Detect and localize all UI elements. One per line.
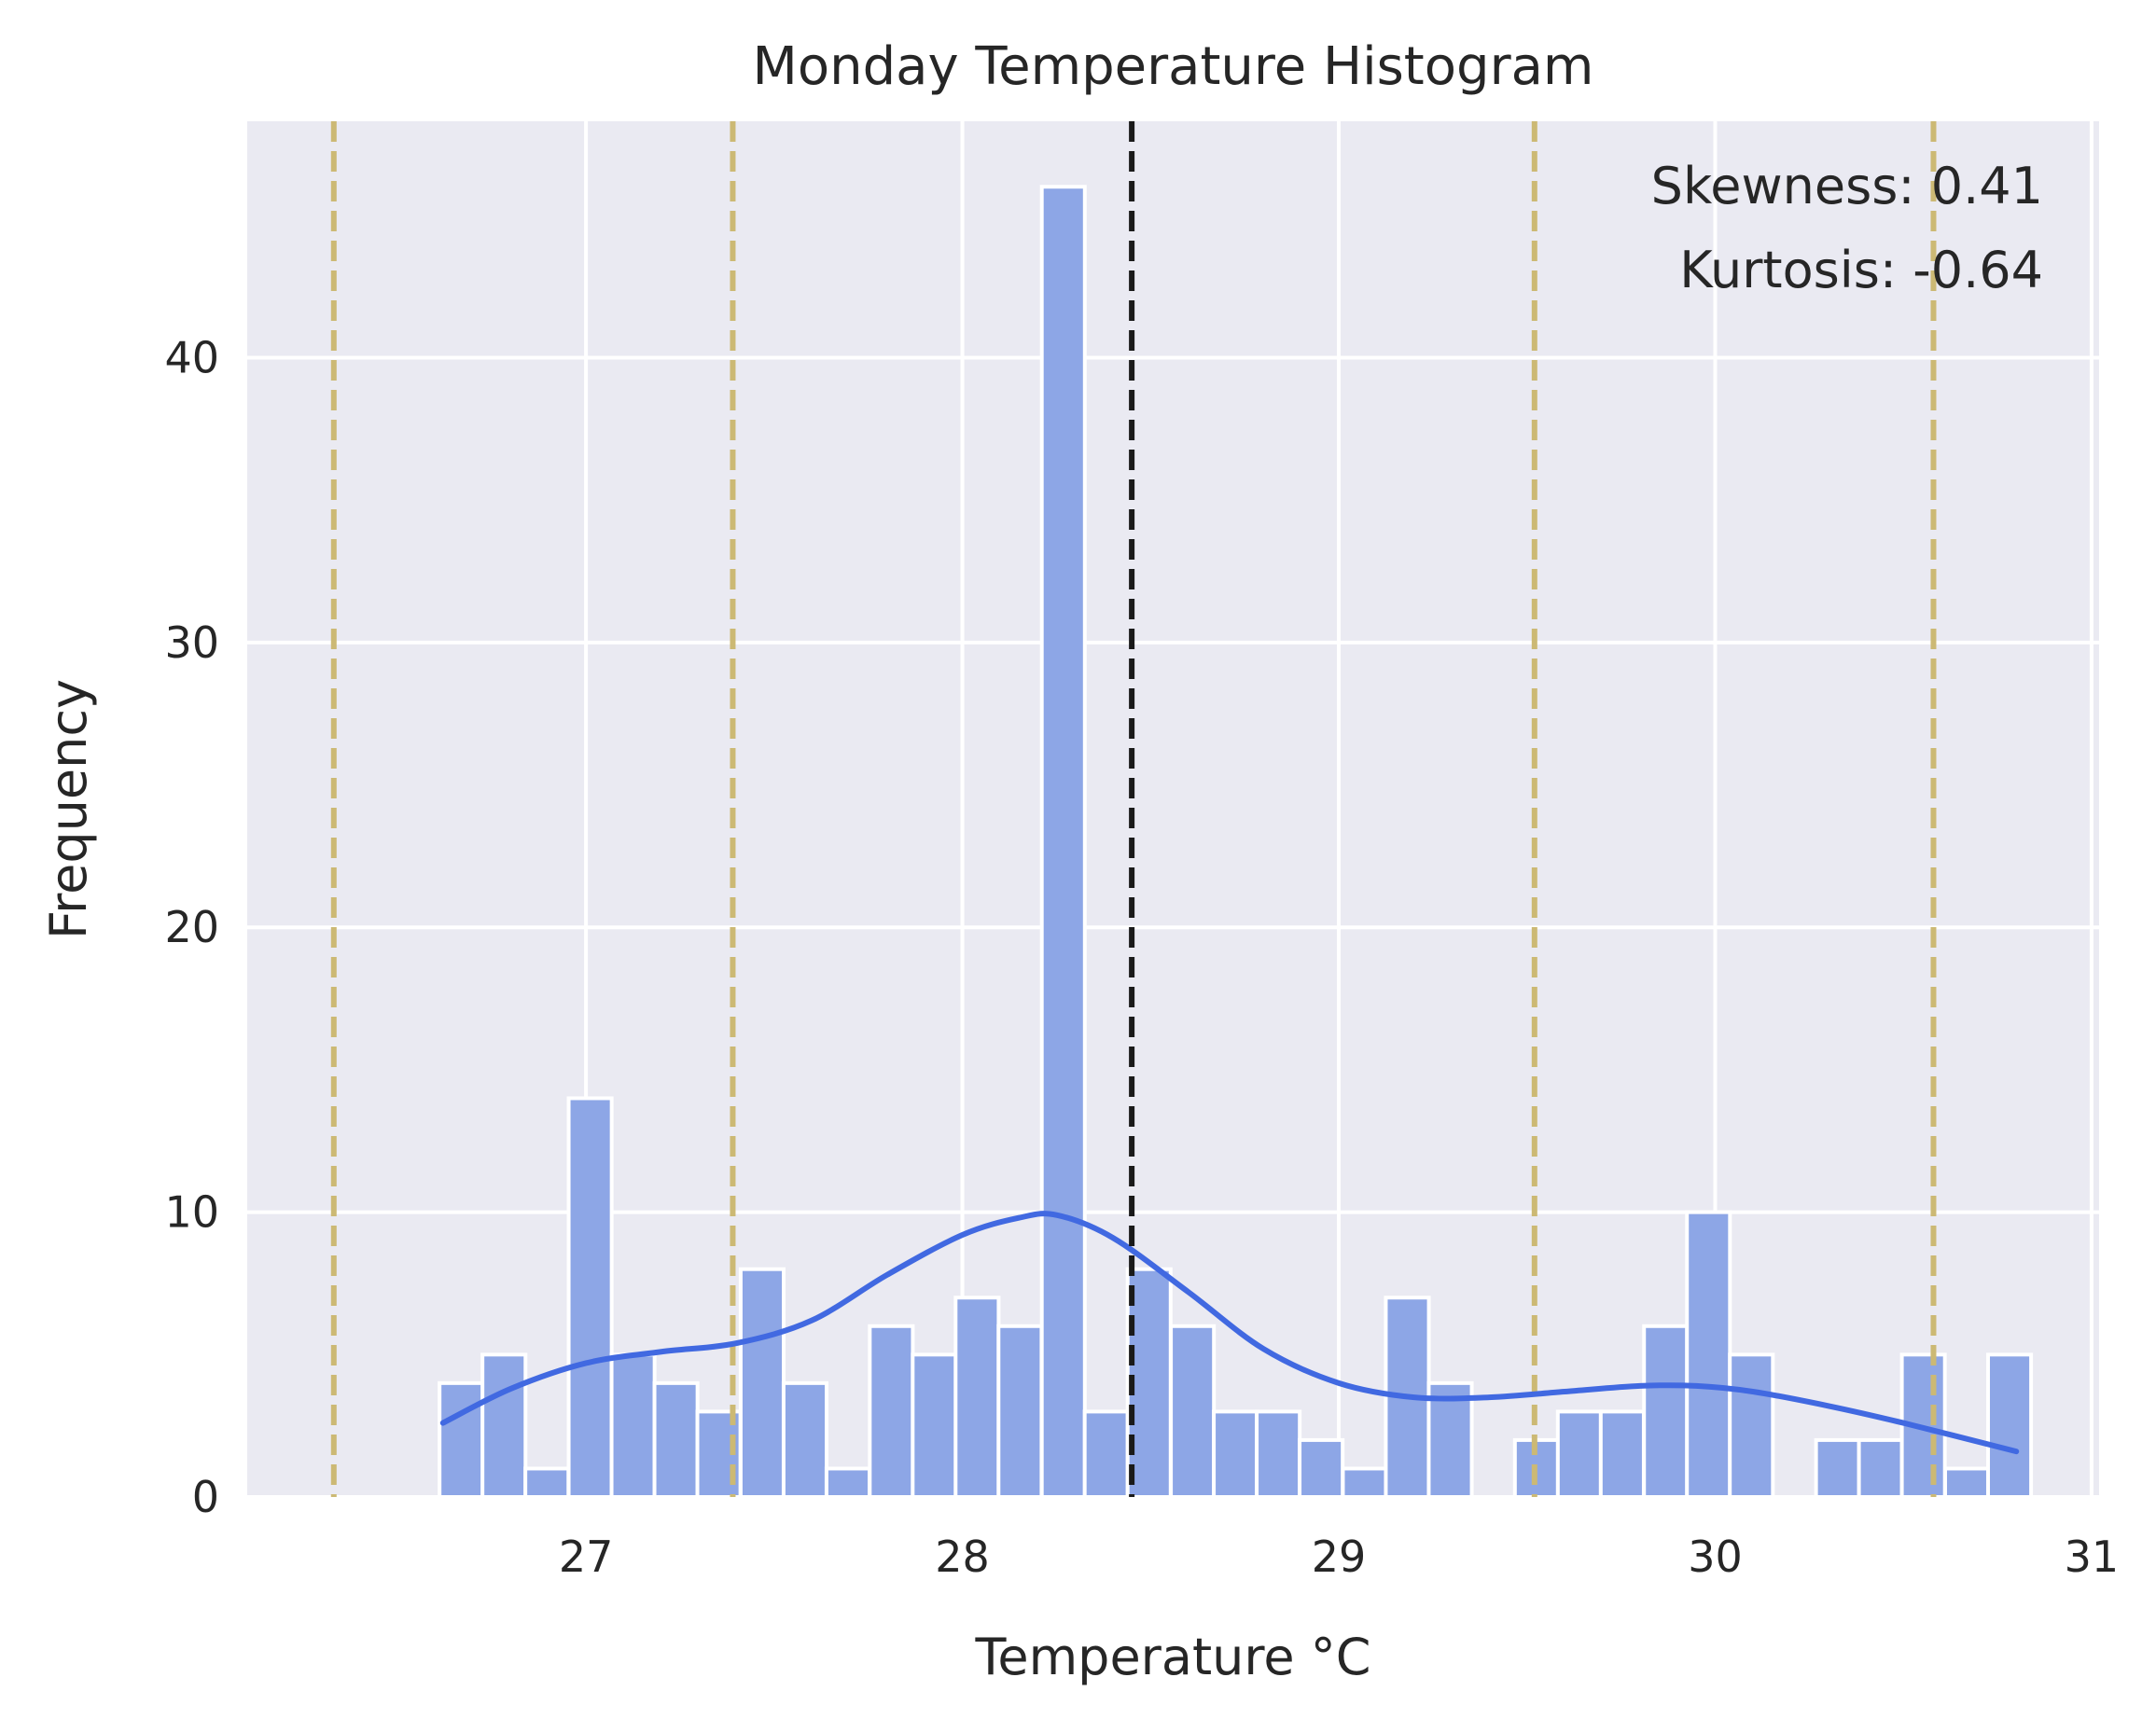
x-tick-label: 29 [1312,1532,1367,1582]
chart-title: Monday Temperature Histogram [753,36,1594,97]
x-tick-label: 31 [2065,1532,2120,1582]
histogram-bar [1082,1409,1130,1500]
y-tick-label: 30 [164,617,219,668]
histogram-bar [1298,1437,1345,1499]
histogram-bar [1985,1352,2034,1499]
histogram-bar [781,1380,829,1500]
histogram-bar [1642,1324,1690,1499]
tick-labels: 27 28 29 30 31 0 10 20 30 40 [164,332,2119,1582]
histogram-bar [1814,1437,1861,1499]
kde-curve [439,1211,2020,1455]
histogram-bar [438,1380,485,1500]
x-tick-label: 27 [559,1532,614,1582]
x-axis-title: Temperature °C [975,1628,1371,1686]
histogram-bar [480,1352,528,1499]
y-tick-label: 20 [164,902,219,952]
histogram-bar [652,1380,700,1500]
histogram-bar [523,1466,571,1499]
histogram-bar [1598,1409,1646,1500]
histogram-bar [824,1466,872,1499]
histogram-bar [953,1296,1001,1500]
y-tick-label: 10 [164,1187,219,1238]
histogram-bar [868,1324,915,1499]
histogram-bar [1125,1267,1173,1500]
kurtosis-annotation: Kurtosis: -0.64 [1679,241,2043,299]
histogram-bar [1255,1409,1302,1500]
x-tick-label: 28 [935,1532,990,1582]
skewness-annotation: Skewness: 0.41 [1651,157,2043,215]
histogram-bar [566,1096,614,1499]
histogram-bar [1899,1352,1947,1499]
histogram-bar [1685,1210,1732,1499]
histogram-bar [1426,1380,1474,1500]
histogram-bar [609,1352,657,1499]
histogram-bar [1039,185,1087,1500]
y-tick-label: 0 [192,1472,219,1522]
histogram-bar [1857,1437,1904,1499]
histogram-bars [438,185,2034,1500]
reference-lines [330,121,1937,1497]
histogram-bar [1341,1466,1388,1499]
histogram-bar [1169,1324,1217,1499]
histogram-bar [1212,1409,1259,1500]
plot-area [247,121,2099,1497]
histogram-bar [1942,1466,1991,1499]
y-tick-label: 40 [164,332,219,382]
histogram-bar [996,1324,1044,1499]
histogram-bar [1555,1409,1603,1500]
y-axis-title: Frequency [39,679,98,939]
x-tick-label: 30 [1688,1532,1743,1582]
histogram-bar [738,1267,786,1500]
histogram-bar [1728,1352,1775,1499]
histogram-bar [911,1352,958,1499]
